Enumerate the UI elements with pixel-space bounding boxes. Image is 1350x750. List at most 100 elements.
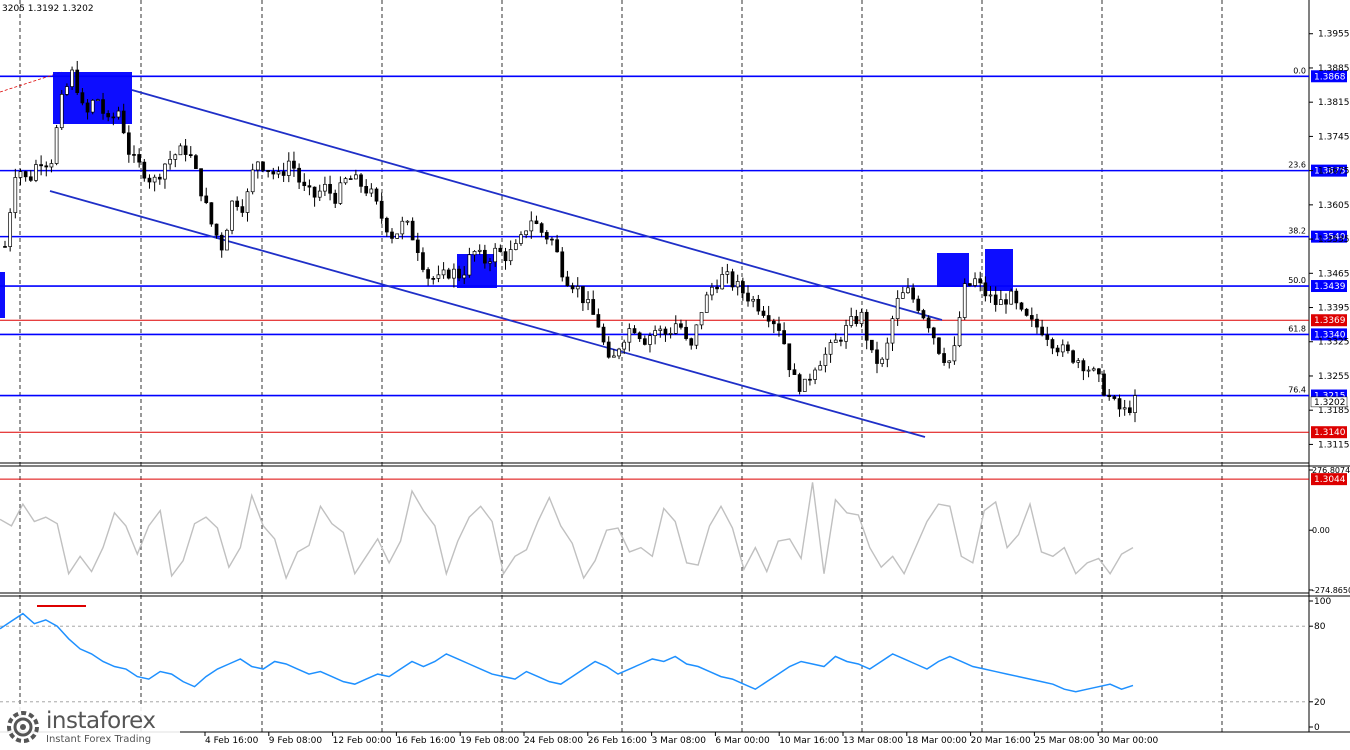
cci-tick-label-0: 276.8074	[1312, 466, 1350, 475]
cci-line	[0, 482, 1134, 581]
candle-body-75	[390, 231, 394, 239]
candle-body-62	[323, 183, 327, 192]
channel-upper-line	[131, 89, 943, 321]
candle-body-123	[637, 332, 642, 340]
candle-body-86	[446, 269, 451, 279]
candle-body-187	[968, 283, 972, 286]
time-tick-label-11: 18 Mar 00:00	[907, 736, 967, 746]
candle-body-177	[916, 298, 921, 311]
price-tick-label-9: 1.3325	[1318, 338, 1350, 348]
candle-body-20	[106, 113, 111, 118]
candle-body-23	[121, 110, 126, 134]
candle-body-111	[575, 286, 580, 290]
candle-body-33	[173, 154, 178, 160]
price-tick-label-6: 1.3535	[1318, 235, 1350, 245]
candle-body-134	[694, 324, 699, 346]
candle-body-121	[627, 328, 632, 343]
highlight-box-1	[457, 254, 497, 288]
candle-body-150	[777, 323, 781, 331]
candle-body-38	[199, 168, 203, 197]
fib-price-tag-1	[1311, 164, 1347, 177]
candlestick-series	[3, 60, 1137, 423]
candle-body-50	[261, 161, 265, 171]
candle-body-194	[1004, 299, 1008, 305]
candle-body-6	[34, 164, 38, 181]
candle-body-216	[1117, 398, 1122, 410]
cci-tick-label-1: 0.00	[1312, 526, 1330, 535]
candle-body-18	[96, 99, 100, 101]
candle-body-183	[947, 360, 952, 363]
candle-body-172	[890, 318, 895, 344]
red-price-tag-1	[1311, 426, 1347, 439]
candle-body-189	[978, 278, 983, 284]
candle-body-154	[797, 374, 802, 392]
candle-body-34	[178, 145, 183, 156]
candle-body-39	[204, 195, 209, 203]
candle-body-44	[230, 200, 234, 231]
candle-body-11	[59, 94, 64, 129]
candle-body-136	[704, 294, 709, 313]
candle-body-156	[808, 378, 812, 381]
candle-body-8	[44, 165, 49, 168]
candle-body-14	[75, 69, 80, 93]
time-tick-label-1: 9 Feb 08:00	[269, 736, 323, 746]
price-tick-label-7: 1.3465	[1318, 269, 1350, 279]
candle-body-115	[596, 314, 601, 328]
candle-body-127	[658, 328, 663, 331]
candle-body-51	[266, 170, 271, 172]
price-axis: 1.3955 1.3885 1.3815 1.3745 1.3675 1.3605 1.35…	[1309, 30, 1350, 450]
candle-body-17	[90, 99, 95, 113]
candle-body-48	[250, 169, 255, 193]
candle-body-217	[1122, 407, 1127, 410]
candle-body-190	[983, 282, 988, 297]
candle-body-27	[142, 161, 147, 179]
candle-body-72	[374, 188, 379, 202]
time-tick-label-5: 24 Feb 08:00	[524, 736, 583, 746]
candle-body-36	[188, 154, 193, 157]
candle-body-207	[1071, 350, 1075, 363]
candle-body-79	[410, 220, 415, 241]
fib-price-tag-2	[1311, 230, 1347, 243]
red-price-tag-0	[1311, 314, 1347, 327]
candle-body-19	[101, 99, 105, 114]
price-tick-label-1: 1.3885	[1318, 64, 1350, 74]
candle-body-10	[54, 127, 59, 164]
candle-body-192	[993, 294, 998, 305]
candle-body-152	[787, 343, 792, 371]
candle-body-198	[1024, 308, 1029, 316]
candle-body-113	[586, 299, 590, 304]
cci-tick-label-2: -274.8650	[1312, 586, 1350, 595]
candle-body-67	[348, 178, 353, 180]
fib-ratio-label-4: 61.8	[1288, 324, 1306, 333]
channel-lower-line	[49, 190, 926, 438]
candle-body-64	[333, 192, 338, 204]
logo-wordmark: instaforex	[46, 708, 156, 734]
highlight-box-3	[985, 249, 1013, 291]
rsi-pane: 100 80 20 0	[0, 597, 1331, 733]
candle-body-168	[869, 339, 874, 351]
candle-body-25	[132, 154, 136, 156]
candle-body-35	[183, 145, 188, 155]
candle-body-196	[1014, 290, 1019, 304]
candle-body-13	[70, 69, 74, 87]
candle-body-21	[111, 116, 116, 119]
fib-price-label-1: 1.3675	[1314, 167, 1346, 177]
candle-body-157	[813, 369, 817, 380]
candle-body-28	[147, 177, 152, 183]
vertical-grid	[19, 0, 1223, 732]
candle-body-49	[255, 161, 260, 171]
candle-body-84	[436, 274, 441, 279]
candle-body-108	[560, 251, 565, 278]
candle-body-162	[839, 339, 843, 342]
fib-ratio-label-5: 76.4	[1288, 386, 1306, 395]
candle-body-206	[1066, 344, 1070, 352]
time-tick-label-6: 26 Feb 16:00	[588, 736, 647, 746]
time-axis: 4 Feb 16:00 9 Feb 08:00 12 Feb 00:00 16 Feb…	[204, 732, 1159, 746]
candle-body-104	[539, 223, 544, 233]
candle-body-87	[452, 268, 456, 279]
red-price-label-1: 1.3140	[1314, 428, 1346, 438]
candle-body-197	[1019, 302, 1024, 310]
candle-body-186	[962, 283, 967, 318]
candle-body-71	[369, 188, 374, 194]
